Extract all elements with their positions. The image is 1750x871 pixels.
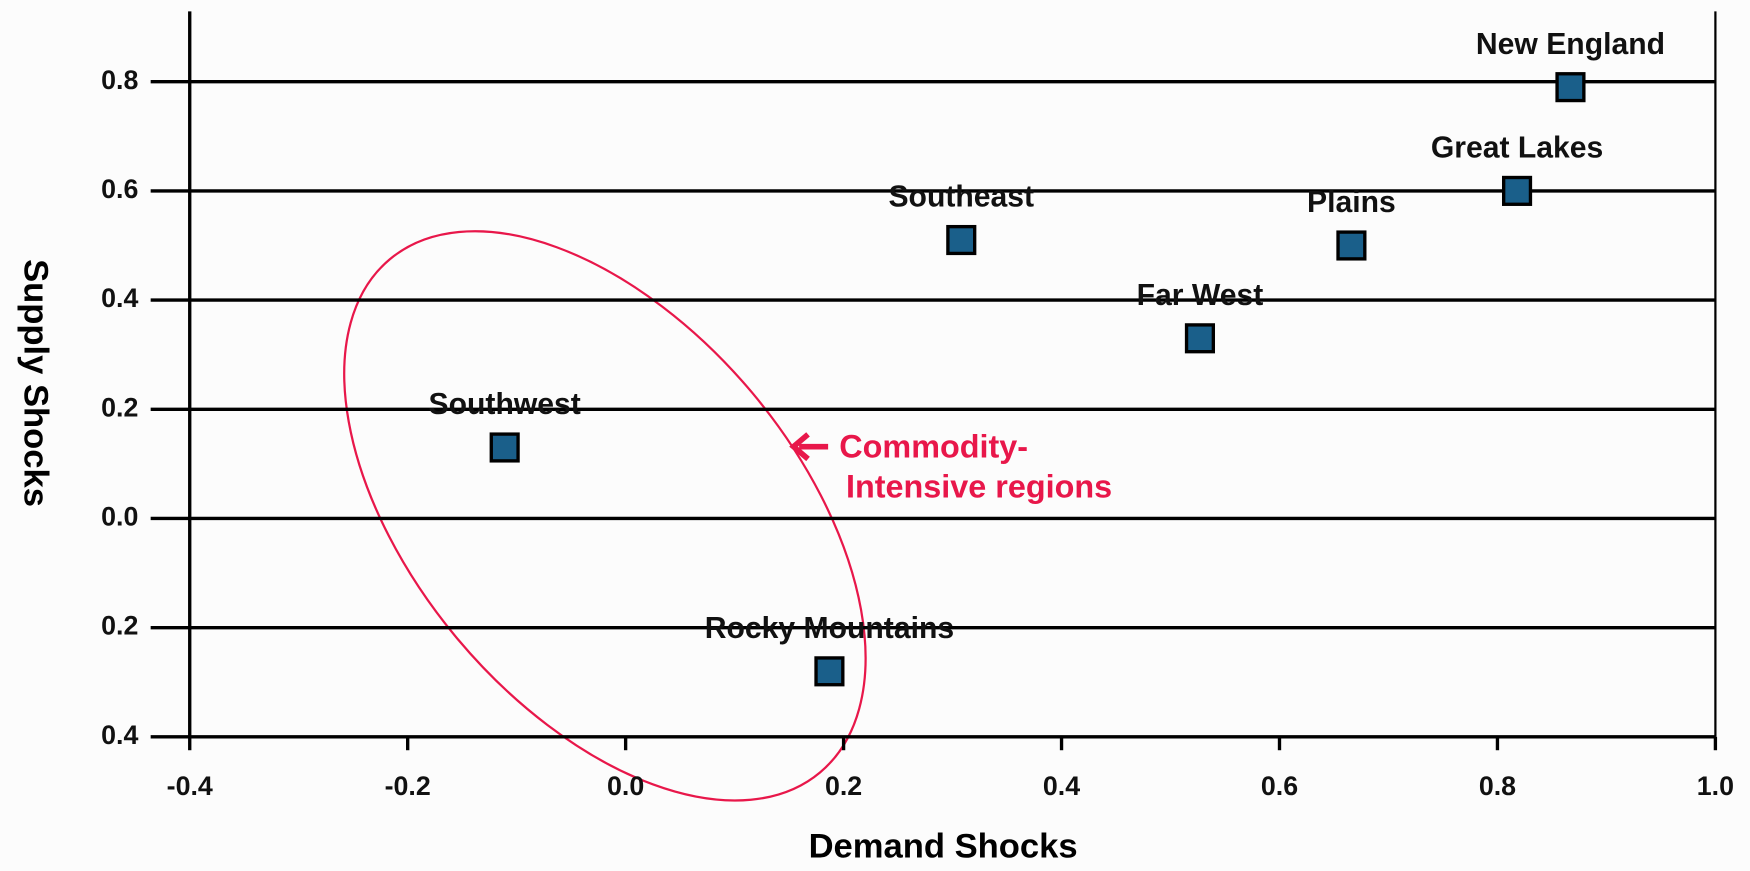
y-tick-label: 0.4 (101, 720, 138, 750)
x-tick-label: -0.4 (167, 771, 213, 801)
point-label: Southeast (888, 181, 1034, 214)
x-axis-title: Demand Shocks (809, 828, 1078, 866)
annotation-line: Commodity- (839, 428, 1028, 464)
x-tick-label: 0.4 (1043, 771, 1080, 801)
y-tick-label: 0.0 (101, 502, 138, 532)
marker (946, 224, 977, 256)
y-tick-label: 0.2 (101, 392, 138, 422)
marker (1501, 175, 1533, 206)
marker (1555, 72, 1586, 103)
y-tick-label: 0.2 (101, 611, 138, 641)
point-label: Southwest (429, 388, 581, 421)
point-label: New England (1476, 28, 1665, 61)
y-tick-label: 0.4 (101, 283, 138, 313)
marker (1336, 230, 1367, 261)
marker (814, 656, 845, 687)
annotation-line: Intensive regions (846, 469, 1112, 505)
annotation-arrow (789, 432, 829, 462)
x-tick-label: 0.8 (1479, 771, 1516, 801)
marker (489, 432, 520, 463)
y-tick-label: 0.6 (101, 174, 138, 204)
y-tick-label: 0.8 (101, 65, 138, 95)
x-tick-label: 0.0 (607, 771, 644, 801)
highlight-ellipse (343, 230, 867, 802)
marker (1184, 323, 1216, 354)
point-label: Rocky Mountains (705, 612, 954, 645)
x-tick-label: 0.2 (825, 771, 862, 801)
y-axis-title: Supply Shocks (16, 259, 54, 507)
point-label: Great Lakes (1431, 132, 1603, 165)
x-tick-label: 1.0 (1697, 771, 1734, 801)
x-tick-label: 0.6 (1261, 771, 1298, 801)
point-label: Far West (1137, 279, 1264, 312)
point-label: Plains (1307, 186, 1396, 219)
x-tick-label: -0.2 (385, 771, 431, 801)
